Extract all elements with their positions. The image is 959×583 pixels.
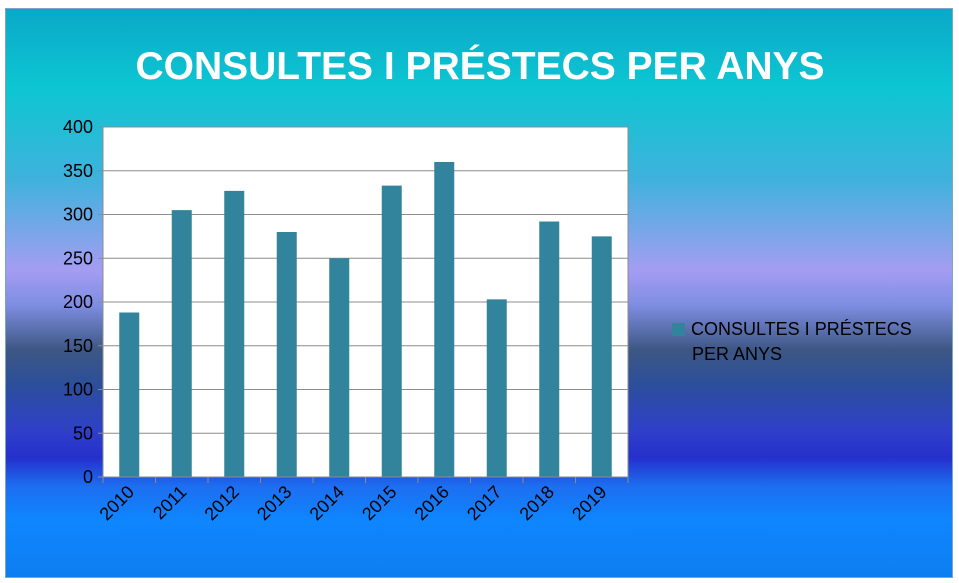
x-tick-label: 2017 — [463, 482, 505, 524]
y-tick-label: 200 — [63, 292, 93, 312]
x-tick-label: 2014 — [306, 482, 348, 524]
bar-2015 — [381, 185, 402, 477]
x-tick-label: 2011 — [149, 482, 191, 524]
y-tick-label: 50 — [73, 423, 93, 443]
bar-2014 — [329, 258, 350, 477]
y-tick-label: 300 — [63, 205, 93, 225]
bar-2011 — [171, 210, 192, 477]
bar-2019 — [591, 236, 612, 477]
x-tick-label: 2016 — [411, 482, 453, 524]
bars — [119, 162, 612, 477]
bar-2012 — [224, 190, 245, 477]
bar-2010 — [119, 312, 140, 477]
x-tick-labels: 2010 2011 2012 2013 2014 2015 2016 2017 2018 2019 — [96, 482, 611, 524]
legend: CONSULTES I PRÉSTECS PER ANYS — [672, 317, 952, 367]
x-tick-label: 2019 — [568, 482, 610, 524]
y-tick-label: 400 — [63, 117, 93, 137]
y-tick-label: 0 — [83, 467, 93, 487]
bar-2017 — [486, 299, 507, 477]
bar-2016 — [434, 162, 455, 477]
x-tick-label: 2015 — [358, 482, 400, 524]
y-tick-label: 250 — [63, 248, 93, 268]
y-tick-label: 100 — [63, 380, 93, 400]
legend-swatch — [672, 323, 685, 336]
y-tick-label: 350 — [63, 161, 93, 181]
y-tick-label: 150 — [63, 336, 93, 356]
y-tick-labels: 0 50 100 150 200 250 300 350 400 — [63, 117, 93, 487]
axes — [98, 126, 629, 483]
x-tick-label: 2012 — [201, 482, 243, 524]
chart-frame: CONSULTES I PRÉSTECS PER ANYS 0 50 100 150 2… — [5, 8, 953, 578]
legend-label-line2: PER ANYS — [692, 344, 783, 364]
bar-2018 — [539, 221, 560, 477]
x-tick-label: 2018 — [516, 482, 558, 524]
chart-title: CONSULTES I PRÉSTECS PER ANYS — [135, 45, 825, 88]
legend-label-line1: CONSULTES I PRÉSTECS — [691, 319, 912, 339]
x-tick-label: 2013 — [253, 482, 295, 524]
bar-2013 — [276, 232, 297, 477]
x-tick-label: 2010 — [96, 482, 138, 524]
